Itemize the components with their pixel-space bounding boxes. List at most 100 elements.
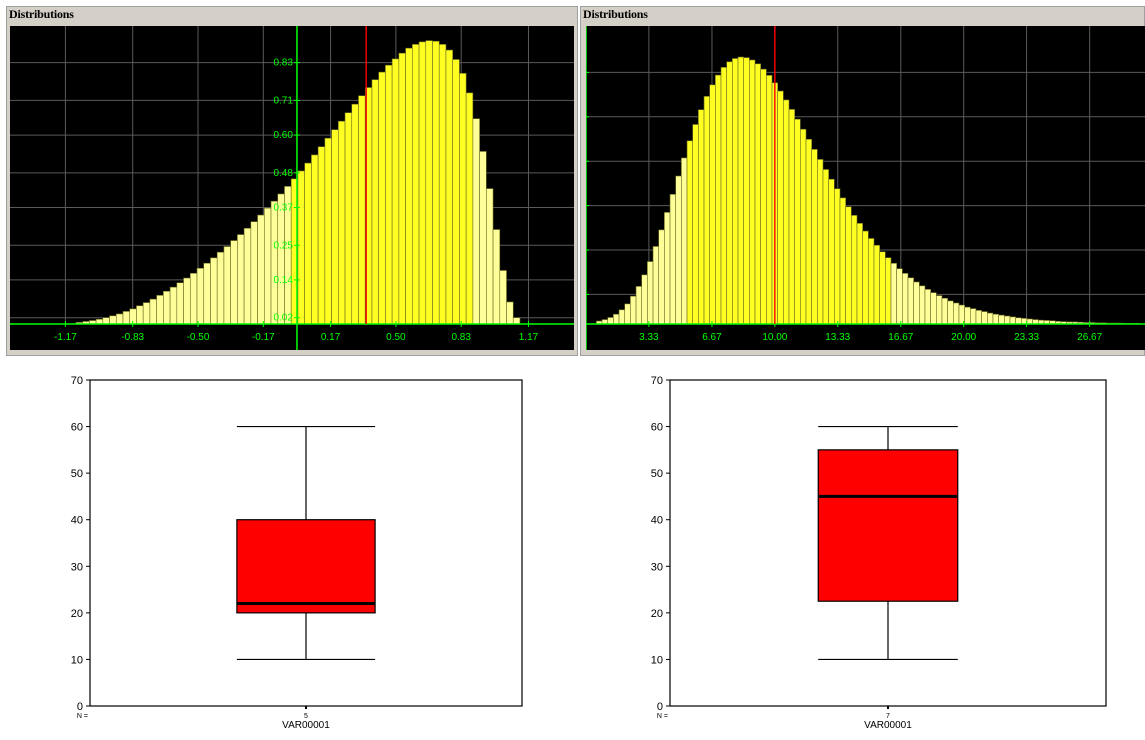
histogram-bar [169, 286, 178, 325]
distribution-chart-left: -1.17 -0.83 -0.50 -0.17 0.17 0.50 0.83 1.17 0.02… [10, 26, 574, 350]
histogram-bar [338, 120, 346, 325]
y-tick-label: 0 [77, 701, 83, 713]
histogram-bar [378, 71, 386, 325]
histogram-bar [398, 52, 406, 325]
histogram-bar [499, 270, 507, 325]
x-tick-label: 3.33 [639, 332, 659, 343]
histogram-bar [122, 311, 131, 325]
histogram-bar [902, 273, 909, 325]
panel-title: Distributions [9, 7, 74, 21]
n-label: N = [77, 713, 88, 720]
histogram-bar [766, 75, 773, 325]
histogram-bar [975, 310, 982, 325]
histogram-bar [203, 262, 211, 325]
y-tick-label: 0.71 [273, 95, 293, 106]
histogram-bar [873, 244, 880, 325]
histogram-bar [163, 290, 171, 325]
histogram-bar [142, 302, 151, 325]
histogram-bar [465, 92, 474, 325]
histogram-bar [754, 63, 761, 325]
histogram-bar [930, 292, 937, 325]
histogram-bar [358, 95, 366, 325]
histogram-bar [709, 84, 716, 325]
histogram-bar [418, 41, 427, 325]
histogram-bar [720, 67, 727, 325]
histogram-bar [156, 295, 164, 325]
x-tick-label: 26.67 [1077, 332, 1102, 343]
x-tick-label: -0.83 [121, 332, 144, 343]
x-tick-label: 16.67 [888, 332, 913, 343]
x-tick-label: 10.00 [762, 332, 787, 343]
histogram-bar [115, 313, 124, 325]
histogram-bar [647, 261, 654, 325]
histogram-bar [964, 306, 971, 325]
histogram-bar [237, 234, 245, 325]
y-tick-label: 70 [651, 375, 663, 387]
histogram-bar [351, 103, 359, 325]
histogram-bar [664, 212, 671, 325]
histogram-bar [669, 194, 677, 325]
x-tick-label: 23.33 [1014, 332, 1039, 343]
histogram-bar [1004, 315, 1011, 325]
histogram-bar [618, 309, 626, 325]
histogram-bar [311, 154, 319, 325]
histogram-bar [783, 99, 790, 325]
histogram-bar [324, 137, 332, 325]
x-tick-label: 0.50 [386, 332, 406, 343]
histogram-bar [947, 300, 954, 325]
y-tick-label: 20 [651, 608, 663, 620]
histogram-bar [506, 301, 514, 325]
histogram-bar [726, 61, 733, 325]
histogram-bar [512, 317, 521, 325]
x-tick-label: 20.00 [951, 332, 976, 343]
x-category-label: VAR00001 [282, 720, 330, 731]
histogram-bar [304, 162, 312, 325]
histogram-bar [698, 109, 705, 325]
histogram-bar [210, 257, 218, 325]
histogram-bar [681, 157, 688, 325]
histogram-bar [868, 238, 875, 325]
histogram-bar [919, 285, 926, 325]
n-label: N = [657, 713, 668, 720]
histogram-bar [828, 178, 835, 325]
y-tick-label: 40 [651, 515, 663, 527]
histogram-bar [189, 273, 198, 325]
y-tick-label: 0.14 [273, 275, 293, 286]
histogram-bar [913, 281, 920, 325]
histogram-bar [1026, 318, 1033, 325]
histogram-bar [331, 129, 339, 325]
histogram-bar [257, 214, 265, 325]
histogram-bar [635, 286, 643, 325]
histogram-bar [216, 251, 225, 325]
histogram-bar [856, 223, 863, 325]
histogram-bar [953, 302, 960, 325]
histogram-bar [176, 282, 184, 325]
histogram-bar [970, 308, 977, 325]
y-tick-label: 0.02 [273, 313, 293, 324]
distribution-chart-right: 3.33 6.67 10.00 13.33 16.67 20.00 23.33 26.67 [586, 26, 1145, 350]
histogram-bar [250, 221, 258, 325]
histogram-bar [879, 251, 886, 325]
histogram-bar [749, 59, 756, 325]
y-tick-label: 0.48 [273, 168, 293, 179]
histogram-bar [732, 58, 739, 325]
histogram-bar [486, 188, 494, 325]
histogram-bar [492, 229, 501, 325]
x-tick-label: 6.67 [702, 332, 722, 343]
histogram-bar [452, 59, 460, 325]
histogram-bar [149, 298, 157, 325]
histogram-bar [658, 229, 665, 325]
histogram-bar [391, 58, 400, 325]
y-tick-label: 60 [651, 422, 663, 434]
histogram-bar [652, 246, 660, 325]
histogram-bar [405, 47, 413, 325]
histogram-bar [777, 90, 784, 325]
histogram-bar [907, 277, 914, 325]
histogram-bar [890, 263, 897, 325]
x-tick-label: 13.33 [825, 332, 850, 343]
histogram-bar [385, 64, 393, 325]
histogram-bar [817, 159, 824, 325]
histogram-bar [196, 267, 205, 325]
